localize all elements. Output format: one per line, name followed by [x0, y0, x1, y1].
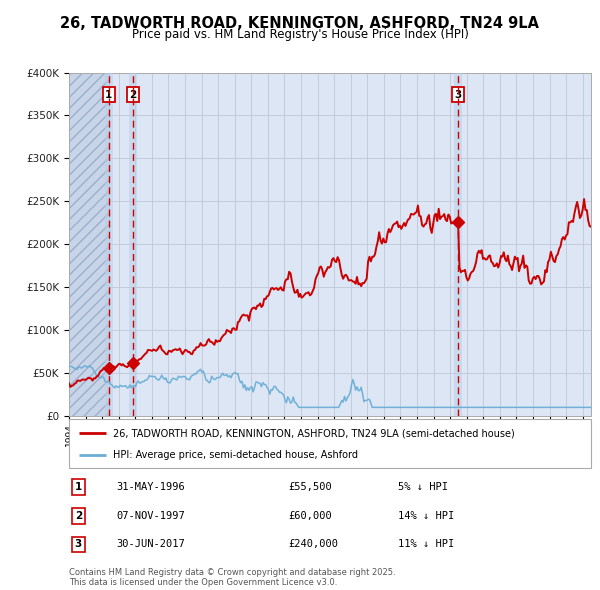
FancyBboxPatch shape [69, 419, 591, 468]
Bar [128, 73, 137, 416]
Bar [454, 73, 463, 416]
Text: 1: 1 [75, 482, 82, 492]
Text: HPI: Average price, semi-detached house, Ashford: HPI: Average price, semi-detached house,… [113, 450, 358, 460]
Text: 3: 3 [75, 539, 82, 549]
Text: 30-JUN-2017: 30-JUN-2017 [116, 539, 185, 549]
Bar [69, 73, 109, 416]
Bar [105, 73, 113, 416]
Text: 2: 2 [129, 90, 136, 100]
Text: 07-NOV-1997: 07-NOV-1997 [116, 511, 185, 520]
Text: 14% ↓ HPI: 14% ↓ HPI [398, 511, 454, 520]
Text: £60,000: £60,000 [288, 511, 332, 520]
Bar [69, 73, 109, 416]
Text: 11% ↓ HPI: 11% ↓ HPI [398, 539, 454, 549]
Text: £240,000: £240,000 [288, 539, 338, 549]
Text: Contains HM Land Registry data © Crown copyright and database right 2025.
This d: Contains HM Land Registry data © Crown c… [69, 568, 395, 587]
Text: 2: 2 [75, 511, 82, 520]
Text: 26, TADWORTH ROAD, KENNINGTON, ASHFORD, TN24 9LA: 26, TADWORTH ROAD, KENNINGTON, ASHFORD, … [61, 16, 539, 31]
Text: £55,500: £55,500 [288, 482, 332, 492]
Text: 3: 3 [455, 90, 462, 100]
Text: 1: 1 [106, 90, 113, 100]
Text: 5% ↓ HPI: 5% ↓ HPI [398, 482, 448, 492]
Text: 31-MAY-1996: 31-MAY-1996 [116, 482, 185, 492]
Text: 26, TADWORTH ROAD, KENNINGTON, ASHFORD, TN24 9LA (semi-detached house): 26, TADWORTH ROAD, KENNINGTON, ASHFORD, … [113, 428, 515, 438]
Text: Price paid vs. HM Land Registry's House Price Index (HPI): Price paid vs. HM Land Registry's House … [131, 28, 469, 41]
